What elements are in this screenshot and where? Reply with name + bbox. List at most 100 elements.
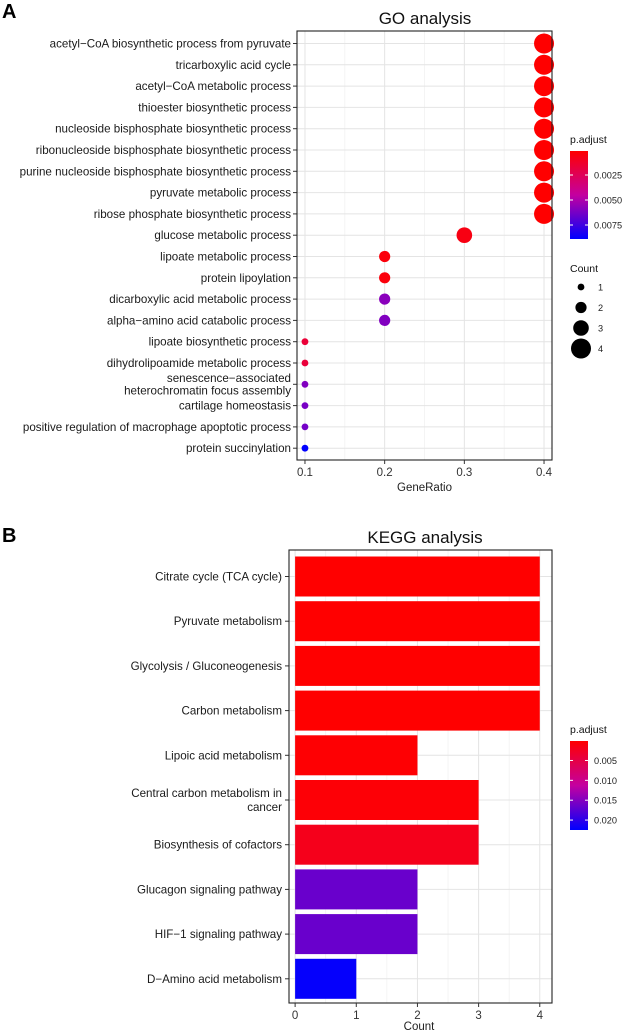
size-legend-label: 2 xyxy=(598,303,603,313)
x-tick-label: 0.4 xyxy=(536,467,553,479)
category-label: lipoate biosynthetic process xyxy=(149,336,292,349)
category-label: purine nucleoside bisphosphate biosynthe… xyxy=(20,165,292,178)
color-legend-label: 0.015 xyxy=(594,796,617,806)
category-label: Citrate cycle (TCA cycle) xyxy=(155,571,282,584)
bar xyxy=(295,869,418,910)
go-grid xyxy=(297,31,552,460)
bar xyxy=(295,780,479,820)
go-x-axis: 0.1 0.2 0.3 0.4 xyxy=(297,460,553,479)
bar xyxy=(295,735,418,776)
x-tick-label: 3 xyxy=(475,1010,481,1022)
kegg-plot-frame xyxy=(288,549,553,1004)
x-tick-label: 0.1 xyxy=(297,467,313,479)
category-label: Glycolysis / Gluconeogenesis xyxy=(131,660,283,673)
size-legend-label: 4 xyxy=(598,344,603,354)
data-point xyxy=(379,250,391,263)
data-point xyxy=(301,338,309,346)
size-legend-label: 1 xyxy=(598,283,603,293)
x-tick-label: 0.3 xyxy=(456,467,472,479)
x-tick-label: 0 xyxy=(292,1010,298,1022)
category-label: protein lipoylation xyxy=(201,272,291,285)
data-point xyxy=(534,182,555,203)
color-legend-label: 0.020 xyxy=(594,816,617,826)
category-label: HIF−1 signaling pathway xyxy=(155,928,282,941)
kegg-x-axis-title: Count xyxy=(404,1021,435,1033)
category-label: dicarboxylic acid metabolic process xyxy=(109,293,291,306)
go-size-legend-title: Count xyxy=(570,263,598,275)
panel-a: A GO analysis acetyl−CoA biosynthetic pr… xyxy=(2,1,622,494)
kegg-color-legend-title: p.adjust xyxy=(570,724,607,736)
category-label: lipoate metabolic process xyxy=(160,251,291,264)
category-label: tricarboxylic acid cycle xyxy=(176,59,291,72)
kegg-bars xyxy=(295,556,540,999)
category-label: thioester biosynthetic process xyxy=(138,101,291,114)
panel-b: B KEGG analysis Citrate cycle (TCA cycle… xyxy=(2,525,617,1033)
category-label: nucleoside bisphosphate biosynthetic pro… xyxy=(55,123,291,136)
category-label: acetyl−CoA biosynthetic process from pyr… xyxy=(50,38,291,51)
data-point xyxy=(379,314,391,326)
category-label: Carbon metabolism xyxy=(181,705,282,718)
go-size-legend: Count 1 2 3 4 xyxy=(570,263,603,359)
color-legend-label: 0.0050 xyxy=(594,196,622,206)
go-y-axis-ticks xyxy=(293,43,297,449)
go-plot-frame xyxy=(296,30,553,461)
data-point xyxy=(379,293,391,305)
bar xyxy=(295,958,357,999)
data-point xyxy=(534,161,555,182)
category-label: ribonucleoside bisphosphate biosynthetic… xyxy=(36,144,291,157)
go-y-axis-labels: acetyl−CoA biosynthetic process from pyr… xyxy=(20,38,292,456)
data-point xyxy=(534,203,555,224)
go-size-legend-items: 1 2 3 4 xyxy=(571,283,603,359)
color-legend-label: 0.010 xyxy=(594,776,617,786)
x-tick-label: 2 xyxy=(414,1010,420,1022)
size-legend-dot xyxy=(575,301,587,314)
category-label: ribose phosphate biosynthetic process xyxy=(94,208,291,221)
category-label: Glucagon signaling pathway xyxy=(137,883,282,896)
data-point xyxy=(301,444,309,452)
category-label: protein succinylation xyxy=(186,442,291,455)
size-legend-dot xyxy=(571,338,591,359)
category-label: heterochromatin focus assembly xyxy=(124,385,291,398)
category-label: pyruvate metabolic process xyxy=(150,187,291,200)
data-point xyxy=(301,402,309,409)
category-label: senescence−associated xyxy=(167,372,291,385)
category-label: Biosynthesis of cofactors xyxy=(154,839,282,852)
data-point xyxy=(534,118,555,139)
data-point xyxy=(456,227,473,243)
x-tick-label: 4 xyxy=(537,1010,544,1022)
kegg-x-axis: 0 1 2 3 4 xyxy=(292,1003,544,1022)
kegg-color-legend-bar xyxy=(570,741,588,830)
data-point xyxy=(301,380,309,388)
category-label: dihydrolipoamide metabolic process xyxy=(107,357,292,370)
category-label: Pyruvate metabolism xyxy=(174,615,282,628)
panel-a-letter: A xyxy=(2,1,16,23)
data-point xyxy=(534,76,555,97)
category-label: D−Amino acid metabolism xyxy=(147,973,282,986)
color-legend-label: 0.0075 xyxy=(594,221,622,231)
bar xyxy=(295,824,479,865)
go-color-legend-bar xyxy=(570,151,588,239)
kegg-y-axis-labels: Citrate cycle (TCA cycle) Pyruvate metabo… xyxy=(131,571,283,986)
bar xyxy=(295,556,540,597)
go-color-legend: p.adjust 0.0025 0.0050 0.0075 xyxy=(570,134,622,239)
go-points xyxy=(301,33,555,452)
bar xyxy=(295,645,540,686)
go-color-legend-ticks: 0.0025 0.0050 0.0075 xyxy=(570,171,622,231)
x-tick-label: 0.2 xyxy=(377,467,393,479)
kegg-y-axis-ticks xyxy=(285,576,289,980)
data-point xyxy=(534,97,555,118)
go-color-legend-title: p.adjust xyxy=(570,134,607,146)
data-point xyxy=(534,140,555,160)
size-legend-dot xyxy=(573,320,589,336)
color-legend-label: 0.0025 xyxy=(594,171,622,181)
data-point xyxy=(379,272,391,284)
category-label: positive regulation of macrophage apopto… xyxy=(23,421,291,434)
panel-b-letter: B xyxy=(2,525,16,547)
data-point xyxy=(301,359,309,367)
size-legend-label: 3 xyxy=(598,324,603,334)
category-label: alpha−amino acid catabolic process xyxy=(107,314,291,327)
category-label: Central carbon metabolism in xyxy=(131,787,282,800)
go-x-axis-title: GeneRatio xyxy=(397,482,452,494)
data-point xyxy=(301,423,309,431)
